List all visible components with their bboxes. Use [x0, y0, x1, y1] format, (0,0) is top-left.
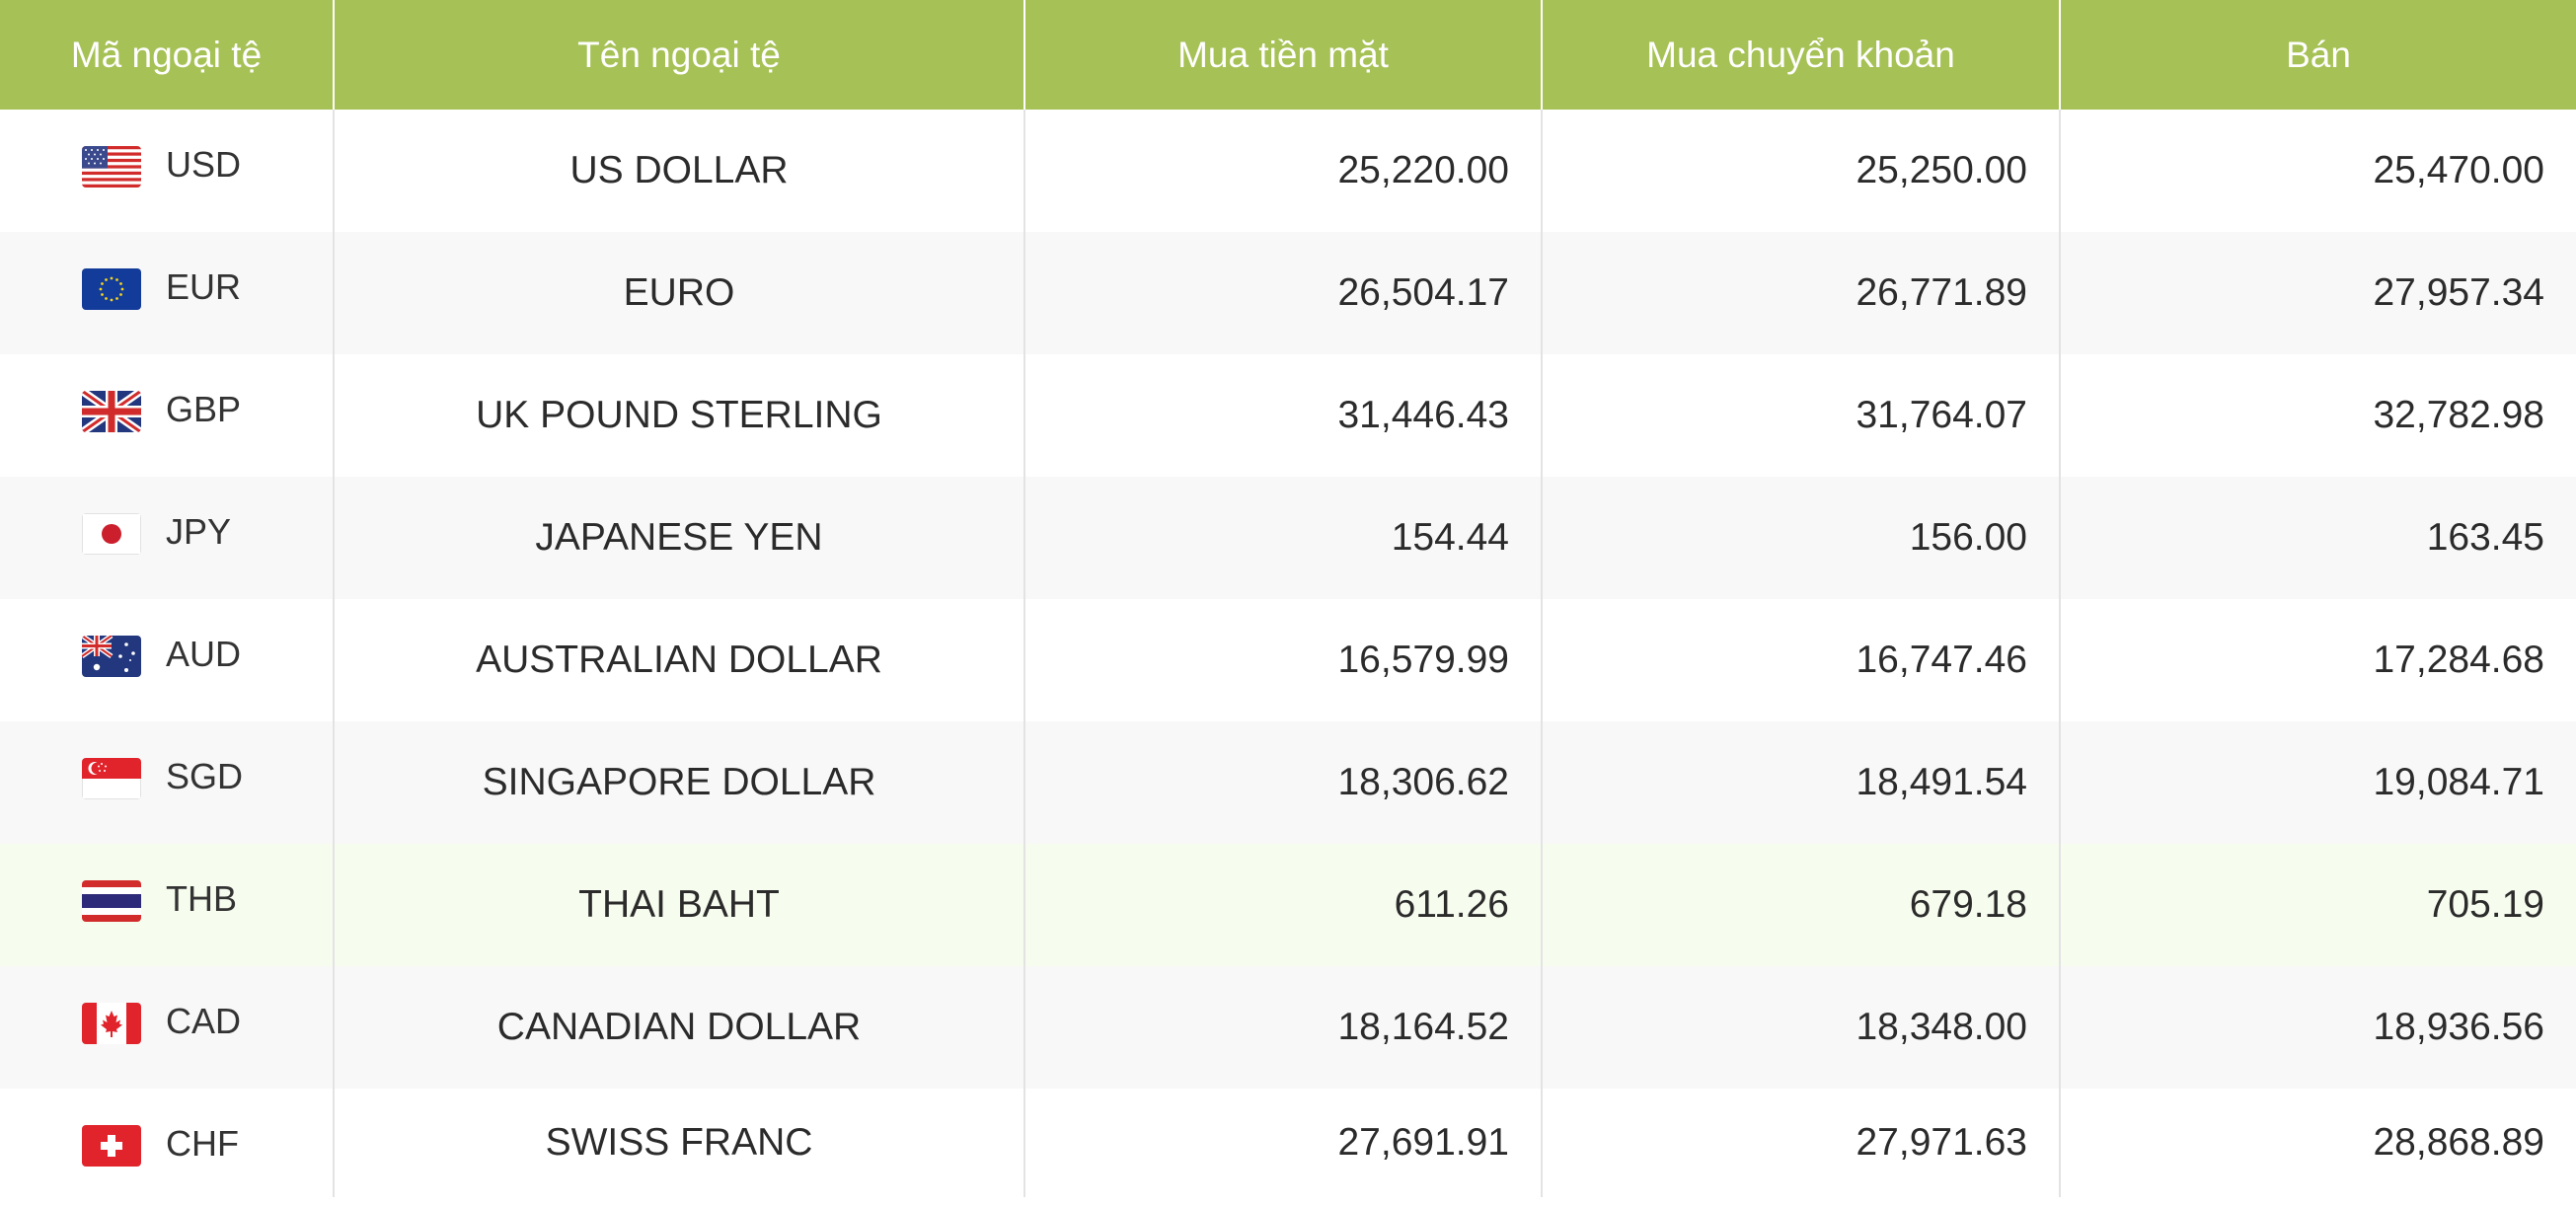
- japan-flag-icon: [82, 513, 141, 555]
- header-sell[interactable]: Bán: [2060, 0, 2576, 110]
- sell-value: 27,957.34: [2060, 232, 2576, 354]
- sell-value: 28,868.89: [2060, 1089, 2576, 1197]
- buy-transfer-value: 18,348.00: [1542, 966, 2061, 1089]
- table-row: THB THAI BAHT 611.26 679.18 705.19: [0, 844, 2576, 966]
- currency-name: JAPANESE YEN: [334, 477, 1025, 599]
- table-header-row: Mã ngoại tệ Tên ngoại tệ Mua tiền mặt Mu…: [0, 0, 2576, 110]
- buy-cash-value: 18,306.62: [1024, 721, 1543, 844]
- table-row: SGD SINGAPORE DOLLAR 18,306.62 18,491.54…: [0, 721, 2576, 844]
- us-flag-icon: [82, 146, 141, 188]
- currency-code-cell: AUD: [0, 599, 335, 721]
- currency-code-cell: USD: [0, 110, 335, 232]
- buy-transfer-value: 25,250.00: [1542, 110, 2061, 232]
- currency-name: SINGAPORE DOLLAR: [334, 721, 1025, 844]
- currency-code: SGD: [166, 756, 244, 796]
- currency-code: EUR: [166, 266, 242, 307]
- buy-cash-value: 26,504.17: [1024, 232, 1543, 354]
- currency-name: EURO: [334, 232, 1025, 354]
- table-row: GBP UK POUND STERLING 31,446.43 31,764.0…: [0, 354, 2576, 477]
- header-currency-name[interactable]: Tên ngoại tệ: [334, 0, 1025, 110]
- currency-code-cell: CAD: [0, 966, 335, 1089]
- buy-cash-value: 154.44: [1024, 477, 1543, 599]
- currency-name: SWISS FRANC: [334, 1089, 1025, 1197]
- currency-name: UK POUND STERLING: [334, 354, 1025, 477]
- currency-name: US DOLLAR: [334, 110, 1025, 232]
- sell-value: 25,470.00: [2060, 110, 2576, 232]
- sell-value: 705.19: [2060, 844, 2576, 966]
- buy-transfer-value: 18,491.54: [1542, 721, 2061, 844]
- uk-flag-icon: [82, 391, 141, 432]
- currency-code-cell: CHF: [0, 1089, 335, 1197]
- header-buy-transfer[interactable]: Mua chuyển khoản: [1542, 0, 2061, 110]
- header-buy-cash[interactable]: Mua tiền mặt: [1024, 0, 1543, 110]
- buy-cash-value: 18,164.52: [1024, 966, 1543, 1089]
- currency-code: AUD: [166, 634, 242, 674]
- table-row: USD US DOLLAR 25,220.00 25,250.00 25,470…: [0, 110, 2576, 232]
- buy-transfer-value: 27,971.63: [1542, 1089, 2061, 1197]
- currency-name: THAI BAHT: [334, 844, 1025, 966]
- currency-code: GBP: [166, 389, 242, 429]
- sell-value: 163.45: [2060, 477, 2576, 599]
- currency-name: AUSTRALIAN DOLLAR: [334, 599, 1025, 721]
- currency-code: USD: [166, 144, 242, 185]
- buy-cash-value: 27,691.91: [1024, 1089, 1543, 1197]
- currency-code: CHF: [166, 1123, 239, 1164]
- currency-code: JPY: [166, 511, 232, 552]
- thailand-flag-icon: [82, 880, 141, 922]
- sell-value: 17,284.68: [2060, 599, 2576, 721]
- currency-code-cell: JPY: [0, 477, 335, 599]
- currency-code: CAD: [166, 1001, 242, 1041]
- currency-code-cell: EUR: [0, 232, 335, 354]
- table-row: CAD CANADIAN DOLLAR 18,164.52 18,348.00 …: [0, 966, 2576, 1089]
- currency-code-cell: SGD: [0, 721, 335, 844]
- canada-flag-icon: [82, 1003, 141, 1044]
- buy-transfer-value: 16,747.46: [1542, 599, 2061, 721]
- buy-cash-value: 16,579.99: [1024, 599, 1543, 721]
- buy-cash-value: 31,446.43: [1024, 354, 1543, 477]
- buy-transfer-value: 156.00: [1542, 477, 2061, 599]
- table-row: CHF SWISS FRANC 27,691.91 27,971.63 28,8…: [0, 1089, 2576, 1197]
- buy-transfer-value: 679.18: [1542, 844, 2061, 966]
- eu-flag-icon: [82, 268, 141, 310]
- buy-transfer-value: 31,764.07: [1542, 354, 2061, 477]
- buy-transfer-value: 26,771.89: [1542, 232, 2061, 354]
- table-row: JPY JAPANESE YEN 154.44 156.00 163.45: [0, 477, 2576, 599]
- sell-value: 32,782.98: [2060, 354, 2576, 477]
- sell-value: 18,936.56: [2060, 966, 2576, 1089]
- table-row: AUD AUSTRALIAN DOLLAR 16,579.99 16,747.4…: [0, 599, 2576, 721]
- table-row: EUR EURO 26,504.17 26,771.89 27,957.34: [0, 232, 2576, 354]
- buy-cash-value: 25,220.00: [1024, 110, 1543, 232]
- currency-code: THB: [166, 878, 237, 919]
- switzerland-flag-icon: [82, 1125, 141, 1167]
- australia-flag-icon: [82, 636, 141, 677]
- currency-name: CANADIAN DOLLAR: [334, 966, 1025, 1089]
- singapore-flag-icon: [82, 758, 141, 799]
- header-currency-code[interactable]: Mã ngoại tệ: [0, 0, 335, 110]
- currency-code-cell: THB: [0, 844, 335, 966]
- currency-code-cell: GBP: [0, 354, 335, 477]
- sell-value: 19,084.71: [2060, 721, 2576, 844]
- buy-cash-value: 611.26: [1024, 844, 1543, 966]
